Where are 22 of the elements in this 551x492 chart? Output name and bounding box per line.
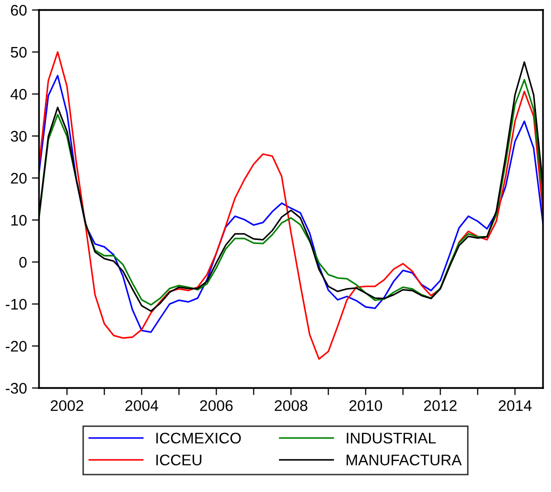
y-tick-label: -10 — [6, 298, 27, 310]
y-tick-label: 20 — [10, 172, 27, 184]
legend-label: INDUSTRIAL — [346, 432, 436, 444]
y-tick-label: -20 — [6, 340, 27, 352]
y-tick-label: 30 — [10, 130, 27, 142]
y-tick-label: 40 — [10, 88, 27, 100]
y-tick-label: 0 — [19, 256, 27, 268]
y-tick-label: 60 — [10, 4, 27, 16]
line-series — [39, 51, 543, 360]
x-tick-label: 2014 — [498, 400, 532, 412]
legend-label: ICCMEXICO — [156, 432, 241, 444]
y-tick-label: -30 — [6, 382, 27, 394]
legend-label: ICCEU — [156, 454, 202, 466]
x-tick-label: 2008 — [274, 400, 308, 412]
x-tick-label: 2006 — [200, 400, 233, 412]
x-tick-label: 2002 — [50, 400, 84, 412]
x-tick-label: 2004 — [125, 400, 158, 412]
y-tick-label: 10 — [11, 214, 27, 226]
x-tick-label: 2010 — [349, 400, 382, 412]
legend-label: MANUFACTURA — [346, 454, 462, 466]
x-tick-label: 2012 — [424, 400, 457, 412]
y-tick-label: 50 — [10, 46, 27, 58]
